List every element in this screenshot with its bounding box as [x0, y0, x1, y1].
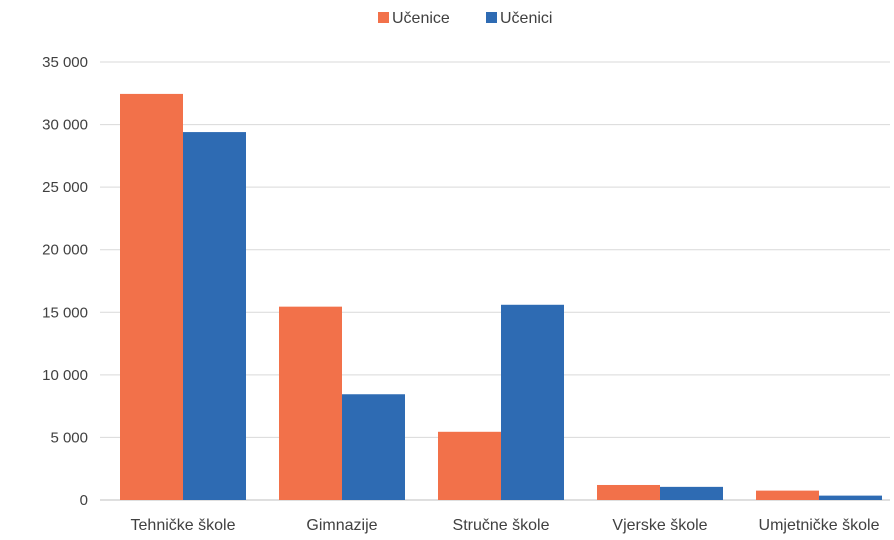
legend: Učenice Učenici	[378, 10, 552, 27]
legend-label: Učenice	[392, 10, 450, 27]
x-axis: Tehničke škole Gimnazije Stručne škole Vjer…	[131, 517, 880, 534]
bar-Učenice	[756, 490, 819, 500]
bar-Učenici	[183, 132, 246, 500]
bar-Učenice	[120, 93, 183, 500]
legend-label: Učenici	[500, 10, 552, 27]
y-tick-label: 25 000	[42, 179, 88, 196]
x-tick-label: Umjetničke škole	[759, 517, 880, 534]
bar-Učenici	[501, 304, 564, 500]
x-tick-label: Vjerske škole	[612, 517, 707, 534]
bar-Učenice	[597, 484, 660, 500]
legend-swatch	[378, 12, 389, 23]
bars	[120, 93, 882, 500]
bar-Učenici	[819, 495, 882, 500]
legend-swatch	[486, 12, 497, 23]
x-tick-label: Tehničke škole	[131, 517, 236, 534]
y-tick-label: 15 000	[42, 304, 88, 321]
x-tick-label: Stručne škole	[453, 517, 550, 534]
y-tick-label: 0	[80, 492, 88, 509]
bar-Učenice	[438, 431, 501, 500]
y-tick-label: 5 000	[50, 429, 88, 446]
y-tick-label: 35 000	[42, 54, 88, 71]
x-tick-label: Gimnazije	[306, 517, 377, 534]
y-axis: 0 5 000 10 000 15 000 20 000 25 000 30 000 35 0…	[42, 54, 88, 509]
y-tick-label: 10 000	[42, 367, 88, 384]
y-tick-label: 20 000	[42, 242, 88, 259]
bar-Učenici	[660, 486, 723, 500]
y-tick-label: 30 000	[42, 117, 88, 134]
bar-Učenici	[342, 394, 405, 500]
bar-Učenice	[279, 306, 342, 500]
